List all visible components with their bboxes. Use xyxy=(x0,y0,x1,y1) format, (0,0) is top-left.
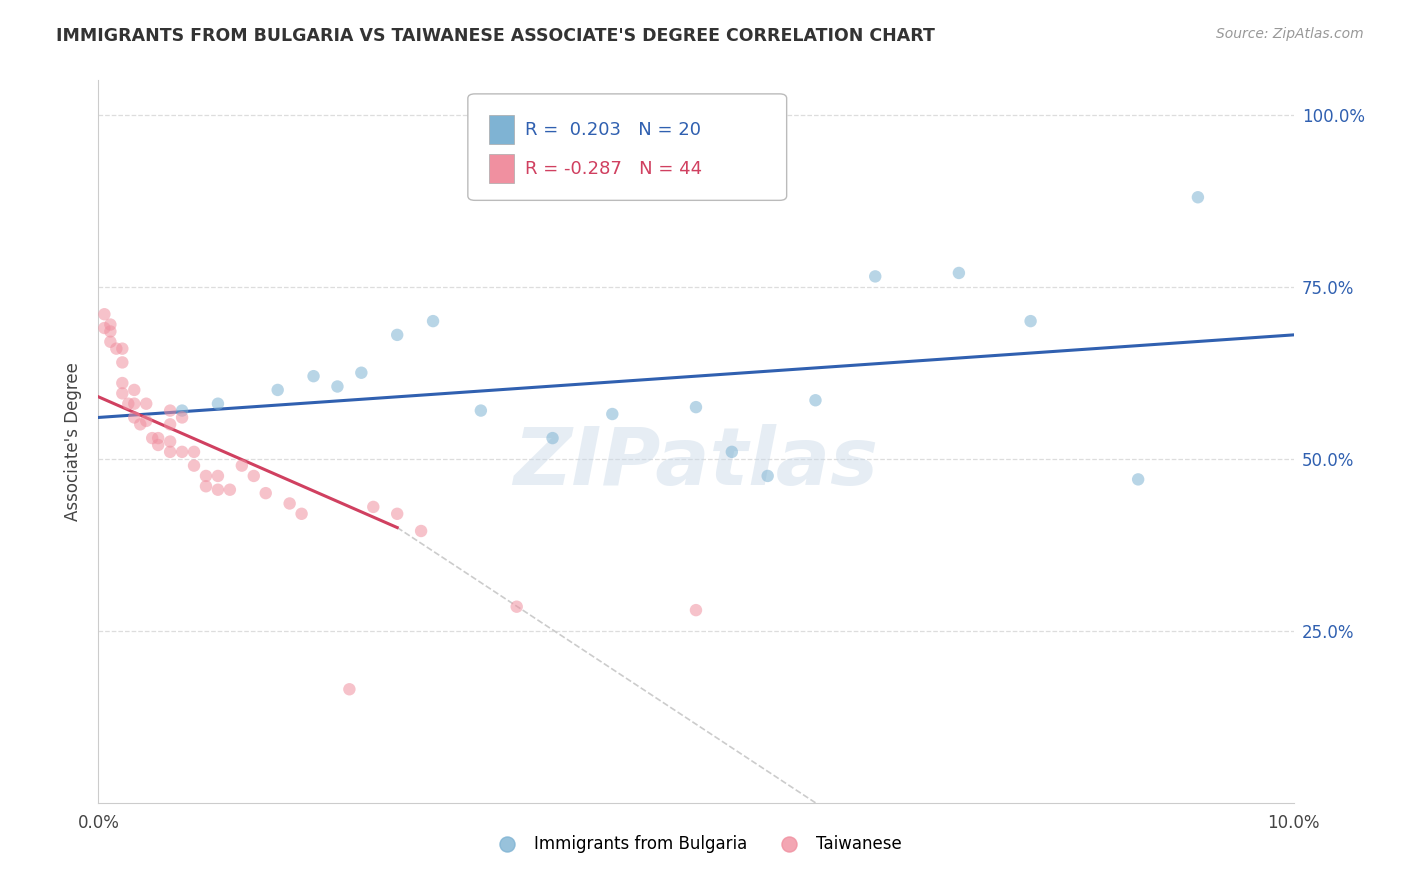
Point xyxy=(541,431,564,445)
Point xyxy=(411,524,433,538)
Text: IMMIGRANTS FROM BULGARIA VS TAIWANESE ASSOCIATE'S DEGREE CORRELATION CHART: IMMIGRANTS FROM BULGARIA VS TAIWANESE AS… xyxy=(56,27,935,45)
Point xyxy=(195,479,218,493)
Point xyxy=(326,379,349,393)
Point xyxy=(291,507,314,521)
Point xyxy=(98,318,122,332)
Point xyxy=(339,682,361,697)
Point xyxy=(865,269,887,284)
Point xyxy=(385,327,409,342)
Point xyxy=(117,397,139,411)
Y-axis label: Associate's Degree: Associate's Degree xyxy=(63,362,82,521)
Point xyxy=(93,321,115,335)
Point xyxy=(1019,314,1042,328)
Point xyxy=(243,469,266,483)
Point xyxy=(148,431,170,445)
Point xyxy=(159,403,181,417)
Point xyxy=(804,393,827,408)
Point xyxy=(111,342,134,356)
Point xyxy=(93,307,115,321)
Point xyxy=(385,507,409,521)
Point xyxy=(721,445,744,459)
Point xyxy=(219,483,242,497)
Point xyxy=(195,469,218,483)
Point xyxy=(685,400,707,414)
Point xyxy=(506,599,529,614)
Point xyxy=(105,342,128,356)
Point xyxy=(756,469,779,483)
Point xyxy=(135,414,157,428)
Point xyxy=(159,445,181,459)
Point xyxy=(1128,472,1150,486)
Point xyxy=(207,397,229,411)
Point xyxy=(363,500,385,514)
Point xyxy=(135,397,157,411)
Point xyxy=(172,410,194,425)
Text: ZIPatlas: ZIPatlas xyxy=(513,425,879,502)
Point xyxy=(98,325,122,339)
Point xyxy=(602,407,624,421)
Point xyxy=(111,376,134,390)
Point xyxy=(111,355,134,369)
Text: Source: ZipAtlas.com: Source: ZipAtlas.com xyxy=(1216,27,1364,41)
Point xyxy=(207,483,229,497)
Point xyxy=(948,266,970,280)
Point xyxy=(98,334,122,349)
Point xyxy=(172,445,194,459)
Point xyxy=(148,438,170,452)
Point xyxy=(183,445,205,459)
Point xyxy=(350,366,373,380)
Point xyxy=(124,397,146,411)
Point xyxy=(129,417,152,432)
Point xyxy=(685,603,707,617)
Point xyxy=(302,369,325,384)
Point xyxy=(172,403,194,417)
Point xyxy=(1187,190,1209,204)
Text: R = -0.287   N = 44: R = -0.287 N = 44 xyxy=(526,160,703,178)
Point xyxy=(159,417,181,432)
Text: R =  0.203   N = 20: R = 0.203 N = 20 xyxy=(526,120,702,138)
Point xyxy=(124,410,146,425)
Point xyxy=(183,458,205,473)
Point xyxy=(207,469,229,483)
Point xyxy=(124,383,146,397)
Point xyxy=(278,496,301,510)
Legend: Immigrants from Bulgaria, Taiwanese: Immigrants from Bulgaria, Taiwanese xyxy=(484,828,908,860)
Point xyxy=(470,403,492,417)
Point xyxy=(231,458,253,473)
Point xyxy=(267,383,290,397)
Point xyxy=(422,314,444,328)
Point xyxy=(159,434,181,449)
Point xyxy=(254,486,277,500)
Point xyxy=(141,431,163,445)
Point xyxy=(111,386,134,401)
